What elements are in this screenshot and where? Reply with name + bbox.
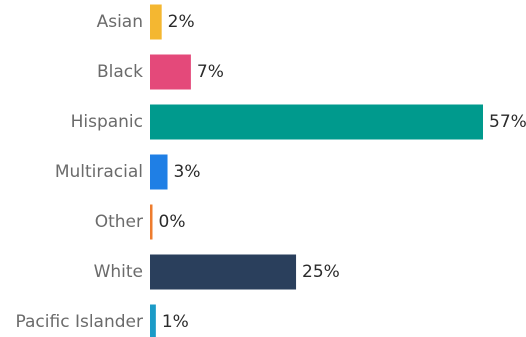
value-label-other: 0% <box>159 212 186 232</box>
bar-other <box>150 204 153 240</box>
bar-white <box>150 254 297 290</box>
category-label-hispanic: Hispanic <box>71 112 143 132</box>
category-label-multiracial: Multiracial <box>55 162 143 182</box>
value-label-pacific-islander: 1% <box>162 312 189 332</box>
value-label-white: 25% <box>302 262 340 282</box>
category-label-other: Other <box>95 212 143 232</box>
category-label-pacific-islander: Pacific Islander <box>16 312 143 332</box>
bar-multiracial <box>150 154 168 190</box>
bar-asian <box>150 4 162 40</box>
value-label-black: 7% <box>197 62 224 82</box>
bar-black <box>150 54 191 90</box>
category-label-white: White <box>94 262 143 282</box>
value-label-hispanic: 57% <box>489 112 526 132</box>
value-label-asian: 2% <box>168 12 195 32</box>
bar-hispanic <box>150 104 483 140</box>
value-label-multiracial: 3% <box>174 162 201 182</box>
category-label-asian: Asian <box>97 12 143 32</box>
category-label-black: Black <box>97 62 143 82</box>
bar-pacific-islander <box>150 304 156 337</box>
